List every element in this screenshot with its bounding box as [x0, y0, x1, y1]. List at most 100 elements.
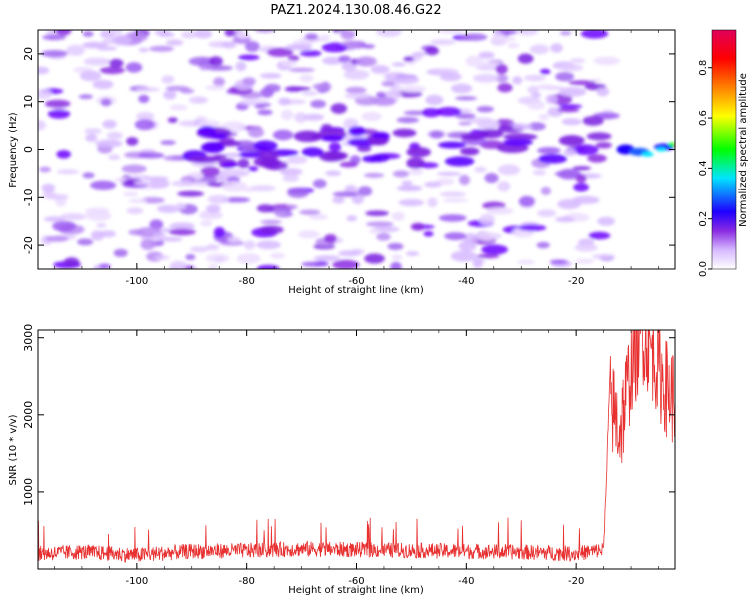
heatmap-x-axis: -100 -80 -60 -40 -20 — [54, 30, 659, 287]
heatmap-blob-strong — [203, 141, 224, 151]
heatmap-blob — [138, 94, 150, 104]
heatmap-blob — [140, 239, 156, 250]
heatmap-blob — [96, 46, 118, 51]
heatmap-blob-strong — [293, 130, 322, 143]
heatmap-blob — [240, 187, 259, 192]
heatmap-blob — [540, 186, 552, 195]
heatmap-blob — [435, 107, 462, 117]
heatmap-blob — [237, 158, 250, 169]
heatmap-blob — [42, 34, 67, 41]
heatmap-blob — [278, 97, 291, 106]
heatmap-blob — [301, 91, 319, 96]
heatmap-blob — [527, 100, 545, 110]
y-tick-label: 1000 — [22, 478, 35, 506]
heatmap-blob — [330, 103, 348, 114]
heatmap-blob — [593, 56, 621, 66]
heatmap-blob — [486, 207, 514, 215]
heatmap-y-axis: -20 -10 0 10 20 — [22, 47, 675, 254]
colorbar-ticks: 0.0 0.2 0.4 0.6 0.8 — [698, 60, 712, 277]
heatmap-blob-strong — [253, 140, 278, 152]
heatmap-blob — [484, 173, 499, 184]
heatmap-blob — [259, 225, 284, 235]
heatmap-blob — [65, 44, 85, 56]
heatmap-blob — [207, 194, 230, 204]
heatmap-blob — [39, 166, 51, 173]
heatmap-blob — [47, 109, 71, 119]
heatmap-blob — [338, 55, 351, 63]
heatmap-blob — [321, 42, 348, 53]
heatmap-blob — [536, 241, 550, 249]
heatmap-blob — [46, 193, 69, 200]
heatmap-blob — [235, 169, 250, 177]
heatmap-blob — [479, 214, 496, 225]
heatmap-blob — [242, 77, 256, 86]
heatmap-blob — [163, 90, 177, 100]
heatmap-blob — [52, 220, 77, 232]
heatmap-blob — [392, 170, 410, 178]
heatmap-blob — [376, 30, 402, 37]
figure-title: PAZ1.2024.130.08.46.G22 — [270, 3, 441, 18]
heatmap-blob — [259, 72, 282, 79]
heatmap-blob — [308, 213, 328, 220]
heatmap-blob — [332, 259, 360, 269]
heatmap-blob — [391, 211, 406, 221]
heatmap-blob — [558, 104, 583, 109]
heatmap-blob — [90, 180, 117, 191]
heatmap-blob — [518, 195, 535, 207]
heatmap-blob — [287, 155, 308, 164]
heatmap-blob — [110, 30, 123, 35]
heatmap-blob — [321, 124, 332, 129]
heatmap-blob — [44, 235, 69, 242]
heatmap-blob-strong — [210, 132, 228, 140]
heatmap-signal-blob — [668, 142, 675, 147]
heatmap-blob — [226, 236, 241, 243]
heatmap-blob — [113, 248, 128, 258]
heatmap-blob — [591, 254, 616, 260]
snr-background — [38, 330, 675, 569]
heatmap-blob — [345, 86, 367, 94]
heatmap-blob — [459, 174, 470, 186]
heatmap-blob — [200, 220, 213, 227]
heatmap-blob — [554, 171, 578, 177]
heatmap-blob — [568, 80, 596, 86]
heatmap-blob — [476, 253, 500, 259]
heatmap-blob — [527, 122, 546, 131]
heatmap-blob — [236, 31, 250, 39]
heatmap-blob — [108, 154, 121, 161]
heatmap-blob — [208, 56, 223, 67]
heatmap-blob — [286, 204, 298, 210]
heatmap-blob — [523, 74, 546, 82]
heatmap-blob — [332, 196, 345, 204]
heatmap-blob — [370, 65, 390, 74]
heatmap-blob — [399, 85, 427, 93]
heatmap-blob — [355, 56, 377, 67]
heatmap-blob — [270, 252, 286, 259]
heatmap-blob — [478, 51, 495, 59]
heatmap-blob — [574, 258, 595, 264]
heatmap-blob-strong — [460, 133, 484, 141]
heatmap-blob — [84, 128, 102, 135]
heatmap-blob — [403, 110, 428, 116]
heatmap-blob — [171, 180, 195, 187]
snr-series-line — [38, 330, 675, 563]
heatmap-blob — [461, 33, 488, 41]
heatmap-blob-strong — [406, 157, 425, 169]
heatmap-blob — [527, 85, 540, 94]
colorbar-tick-label: 0.0 — [698, 261, 709, 277]
heatmap-blob — [287, 55, 300, 62]
heatmap-blob — [77, 238, 94, 246]
heatmap-blob — [221, 41, 237, 49]
heatmap-blob — [149, 219, 164, 230]
heatmap-blob — [126, 207, 144, 215]
heatmap-blob — [38, 66, 50, 75]
heatmap-blob — [344, 92, 371, 99]
heatmap-blob — [85, 207, 110, 216]
heatmap-blob — [572, 166, 592, 171]
heatmap-blob — [238, 54, 260, 61]
heatmap-blob — [392, 75, 420, 85]
heatmap-blob — [365, 210, 389, 217]
heatmap-blob — [497, 164, 521, 176]
heatmap-blob — [180, 88, 195, 94]
colorbar: 0.0 0.2 0.4 0.6 0.8 Normalized spectral ampl… — [698, 29, 749, 277]
heatmap-blob — [467, 117, 494, 124]
